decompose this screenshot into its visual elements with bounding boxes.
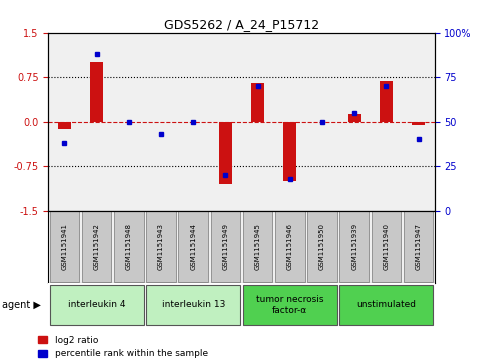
FancyBboxPatch shape — [114, 211, 143, 282]
FancyBboxPatch shape — [404, 211, 433, 282]
Bar — [412, 122, 425, 125]
FancyBboxPatch shape — [50, 211, 79, 282]
Bar — [90, 62, 103, 122]
FancyBboxPatch shape — [50, 285, 143, 325]
FancyBboxPatch shape — [275, 211, 305, 282]
Text: GSM1151950: GSM1151950 — [319, 223, 325, 270]
Bar — [348, 114, 361, 122]
FancyBboxPatch shape — [340, 285, 433, 325]
Text: GSM1151945: GSM1151945 — [255, 223, 261, 270]
Text: GSM1151947: GSM1151947 — [415, 223, 422, 270]
Bar — [219, 122, 232, 184]
Legend: log2 ratio, percentile rank within the sample: log2 ratio, percentile rank within the s… — [38, 336, 208, 359]
FancyBboxPatch shape — [82, 211, 112, 282]
Bar — [58, 122, 71, 129]
FancyBboxPatch shape — [178, 211, 208, 282]
Text: GSM1151940: GSM1151940 — [384, 223, 389, 270]
Text: GSM1151949: GSM1151949 — [222, 223, 228, 270]
Title: GDS5262 / A_24_P15712: GDS5262 / A_24_P15712 — [164, 19, 319, 32]
Text: GSM1151944: GSM1151944 — [190, 223, 196, 270]
FancyBboxPatch shape — [211, 211, 240, 282]
Text: interleukin 13: interleukin 13 — [161, 301, 225, 309]
Bar — [284, 122, 296, 181]
Text: GSM1151946: GSM1151946 — [287, 223, 293, 270]
Text: GSM1151948: GSM1151948 — [126, 223, 132, 270]
Text: GSM1151941: GSM1151941 — [61, 223, 68, 270]
FancyBboxPatch shape — [146, 285, 240, 325]
FancyBboxPatch shape — [307, 211, 337, 282]
Text: unstimulated: unstimulated — [356, 301, 416, 309]
Text: GSM1151939: GSM1151939 — [351, 223, 357, 270]
Text: agent ▶: agent ▶ — [2, 300, 41, 310]
Text: GSM1151942: GSM1151942 — [94, 223, 99, 270]
FancyBboxPatch shape — [243, 285, 337, 325]
Text: interleukin 4: interleukin 4 — [68, 301, 126, 309]
FancyBboxPatch shape — [371, 211, 401, 282]
Bar — [380, 81, 393, 122]
FancyBboxPatch shape — [340, 211, 369, 282]
Text: tumor necrosis
factor-α: tumor necrosis factor-α — [256, 295, 324, 315]
FancyBboxPatch shape — [146, 211, 176, 282]
Text: GSM1151943: GSM1151943 — [158, 223, 164, 270]
Bar — [251, 83, 264, 122]
FancyBboxPatch shape — [243, 211, 272, 282]
